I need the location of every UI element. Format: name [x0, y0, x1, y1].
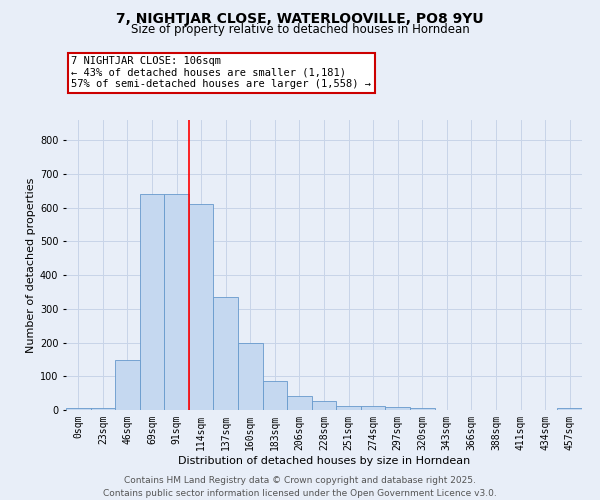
Bar [287, 396, 312, 410]
Bar [189, 204, 214, 410]
Bar [140, 194, 164, 410]
Bar [66, 408, 91, 410]
Bar [336, 406, 361, 410]
Text: 7, NIGHTJAR CLOSE, WATERLOOVILLE, PO8 9YU: 7, NIGHTJAR CLOSE, WATERLOOVILLE, PO8 9Y… [116, 12, 484, 26]
Bar [361, 406, 385, 410]
Bar [238, 343, 263, 410]
Bar [214, 297, 238, 410]
Y-axis label: Number of detached properties: Number of detached properties [26, 178, 35, 352]
Text: 7 NIGHTJAR CLOSE: 106sqm
← 43% of detached houses are smaller (1,181)
57% of sem: 7 NIGHTJAR CLOSE: 106sqm ← 43% of detach… [71, 56, 371, 90]
Bar [557, 408, 582, 410]
Bar [312, 401, 336, 410]
Text: Contains HM Land Registry data © Crown copyright and database right 2025.
Contai: Contains HM Land Registry data © Crown c… [103, 476, 497, 498]
Bar [263, 382, 287, 410]
Text: Size of property relative to detached houses in Horndean: Size of property relative to detached ho… [131, 22, 469, 36]
Bar [385, 408, 410, 410]
Bar [115, 360, 140, 410]
Bar [91, 408, 115, 410]
X-axis label: Distribution of detached houses by size in Horndean: Distribution of detached houses by size … [178, 456, 470, 466]
Bar [164, 194, 189, 410]
Bar [410, 408, 434, 410]
